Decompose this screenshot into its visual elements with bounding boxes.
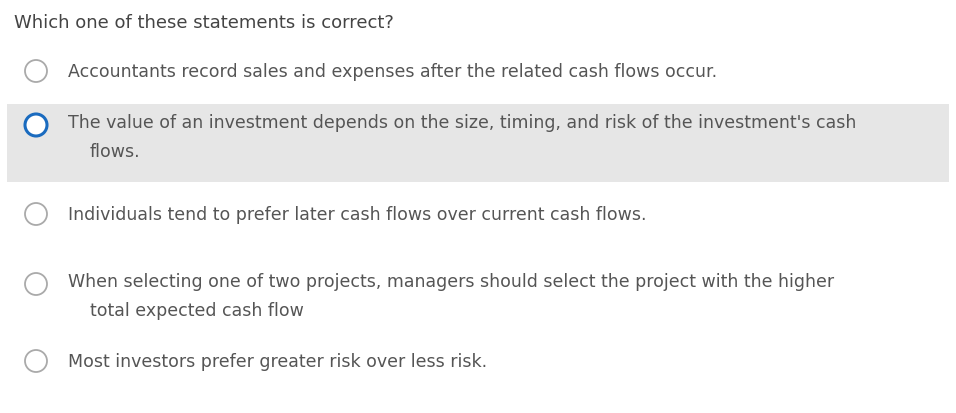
Text: total expected cash flow: total expected cash flow [90, 301, 304, 319]
Text: The value of an investment depends on the size, timing, and risk of the investme: The value of an investment depends on th… [68, 114, 857, 132]
Text: Individuals tend to prefer later cash flows over current cash flows.: Individuals tend to prefer later cash fl… [68, 206, 646, 223]
Text: Accountants record sales and expenses after the related cash flows occur.: Accountants record sales and expenses af… [68, 63, 717, 81]
Ellipse shape [25, 204, 47, 225]
Ellipse shape [25, 273, 47, 295]
Ellipse shape [25, 115, 47, 137]
Text: When selecting one of two projects, managers should select the project with the : When selecting one of two projects, mana… [68, 272, 835, 290]
FancyBboxPatch shape [7, 105, 949, 183]
Text: flows.: flows. [90, 142, 141, 161]
Ellipse shape [25, 350, 47, 372]
Text: Which one of these statements is correct?: Which one of these statements is correct… [14, 14, 394, 32]
Ellipse shape [25, 61, 47, 83]
Text: Most investors prefer greater risk over less risk.: Most investors prefer greater risk over … [68, 352, 488, 370]
